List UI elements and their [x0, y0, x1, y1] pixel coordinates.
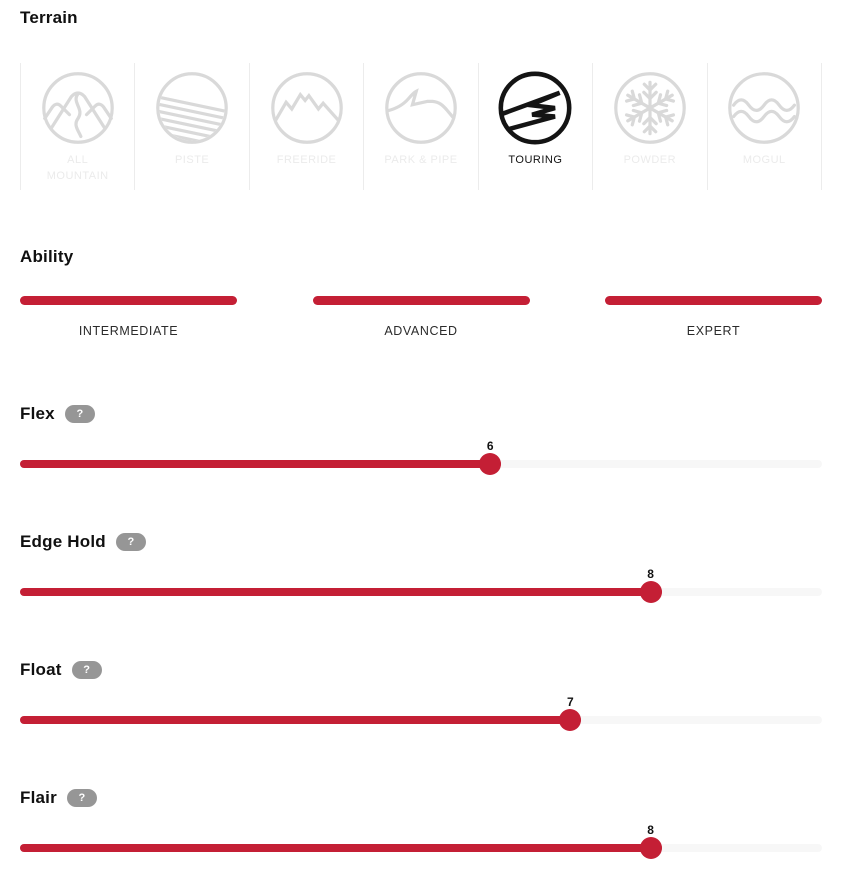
park-and-pipe-icon: [383, 70, 459, 146]
terrain-item-label: MOGUL: [742, 154, 786, 166]
terrain-item-label: PARK & PIPE: [384, 154, 458, 166]
terrain-item-label: POWDER: [623, 154, 677, 166]
terrain-item-label: FREERIDE: [276, 154, 337, 166]
flex-slider[interactable]: 6: [20, 439, 822, 475]
slider-thumb[interactable]: [639, 837, 662, 859]
slider-value: 8: [647, 823, 654, 837]
slider-value: 7: [567, 695, 574, 709]
edge-hold-section: Edge Hold ? 8: [20, 532, 822, 603]
slider-fill: [20, 460, 502, 468]
help-icon[interactable]: ?: [64, 405, 95, 423]
help-icon[interactable]: ?: [71, 661, 102, 679]
edge-hold-slider[interactable]: 8: [20, 567, 822, 603]
terrain-grid: ALL MOUNTAIN: [20, 63, 822, 190]
terrain-item-piste[interactable]: PISTE: [134, 63, 248, 190]
flex-section: Flex ? 6: [20, 404, 822, 475]
terrain-section: Terrain ALL MOUNTAIN: [20, 8, 822, 190]
terrain-item-label: PISTE: [174, 154, 210, 166]
help-icon[interactable]: ?: [115, 533, 146, 551]
float-title: Float: [20, 660, 62, 679]
terrain-item-touring[interactable]: TOURING: [477, 63, 592, 190]
float-section: Float ? 7: [20, 660, 822, 731]
ability-bar: [312, 296, 530, 305]
ability-level-advanced: ADVANCED: [312, 296, 530, 338]
ability-title: Ability: [20, 247, 74, 266]
terrain-item-park-and-pipe[interactable]: PARK & PIPE: [363, 63, 477, 190]
edge-hold-title: Edge Hold: [20, 532, 106, 551]
ability-level-label: INTERMEDIATE: [78, 324, 179, 338]
ability-level-label: ADVANCED: [384, 324, 458, 338]
piste-icon: [154, 70, 230, 146]
terrain-item-all-mountain[interactable]: ALL MOUNTAIN: [20, 63, 134, 190]
terrain-item-powder[interactable]: POWDER: [592, 63, 706, 190]
terrain-item-freeride[interactable]: FREERIDE: [248, 63, 363, 190]
slider-fill: [20, 588, 662, 596]
slider-value: 8: [647, 567, 654, 581]
ability-bar: [605, 296, 822, 305]
ability-bar: [20, 296, 237, 305]
ability-levels: INTERMEDIATE ADVANCED EXPERT: [20, 296, 822, 338]
terrain-item-mogul[interactable]: MOGUL: [706, 63, 822, 190]
flair-slider[interactable]: 8: [20, 823, 822, 859]
terrain-item-label: ALL MOUNTAIN: [46, 154, 109, 182]
slider-thumb[interactable]: [639, 581, 662, 603]
flair-title: Flair: [20, 788, 57, 807]
slider-value: 6: [486, 439, 494, 453]
slider-fill: [20, 844, 662, 852]
slider-fill: [20, 716, 582, 724]
terrain-item-label: TOURING: [508, 154, 563, 166]
ability-level-expert: EXPERT: [605, 296, 822, 338]
slider-thumb[interactable]: [479, 453, 502, 475]
all-mountain-icon: [40, 70, 116, 146]
float-slider[interactable]: 7: [20, 695, 822, 731]
flex-title: Flex: [20, 404, 55, 423]
terrain-title: Terrain: [20, 8, 78, 27]
mogul-icon: [726, 70, 802, 146]
freeride-icon: [269, 70, 345, 146]
help-icon[interactable]: ?: [66, 789, 97, 807]
flair-section: Flair ? 8: [20, 788, 822, 859]
ability-section: Ability INTERMEDIATE ADVANCED EXPERT: [20, 247, 822, 338]
ability-level-label: EXPERT: [686, 324, 741, 338]
ability-level-intermediate: INTERMEDIATE: [20, 296, 237, 338]
touring-icon: [497, 70, 573, 146]
slider-thumb[interactable]: [559, 709, 582, 731]
powder-icon: [612, 70, 688, 146]
